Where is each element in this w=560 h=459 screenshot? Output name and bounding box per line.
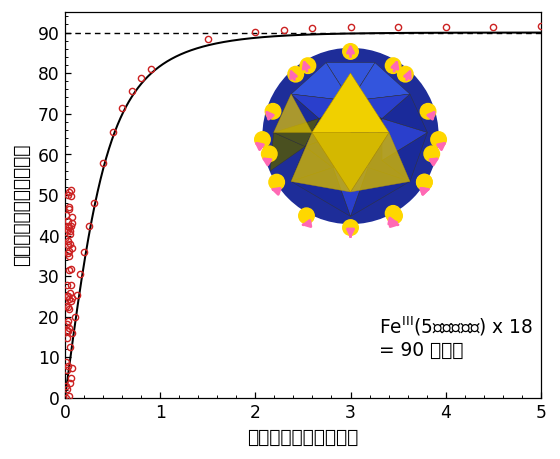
Y-axis label: 磁石の大きさ（ボーア）: 磁石の大きさ（ボーア） xyxy=(12,144,31,266)
X-axis label: 磁場の強さ（テスラ）: 磁場の強さ（テスラ） xyxy=(248,428,358,447)
Text: Fe$^{\mathrm{III}}$(5ボーア磁子) x 18
= 90 ボーア: Fe$^{\mathrm{III}}$(5ボーア磁子) x 18 = 90 ボー… xyxy=(379,314,533,360)
